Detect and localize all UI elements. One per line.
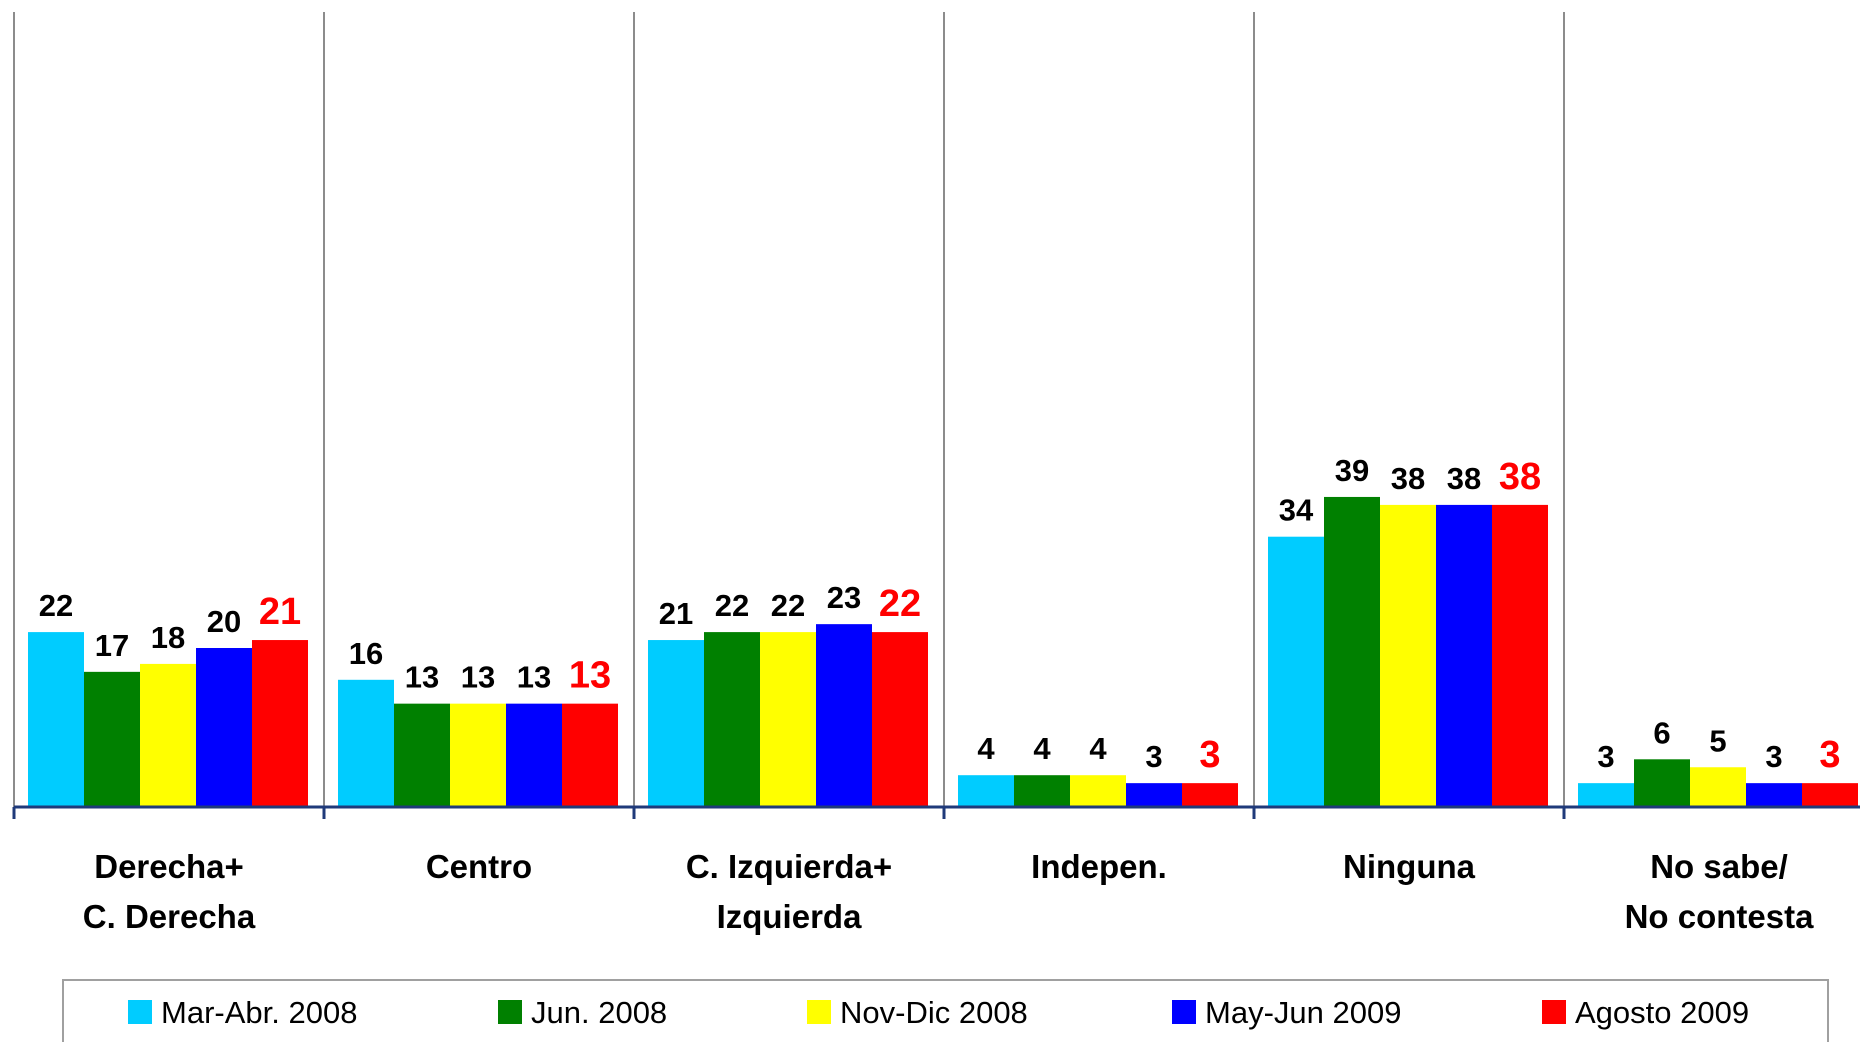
legend-swatch <box>498 1000 522 1024</box>
bar <box>1578 783 1634 807</box>
bar <box>1380 504 1436 807</box>
value-label: 22 <box>39 588 73 623</box>
legend-swatch <box>128 1000 152 1024</box>
legend-swatch <box>1542 1000 1566 1024</box>
value-label: 23 <box>827 580 861 615</box>
value-label: 3 <box>1199 734 1220 776</box>
x-tick-label: Centro <box>426 848 532 885</box>
legend-box <box>62 979 1829 1042</box>
value-label: 21 <box>659 596 693 631</box>
value-label: 39 <box>1335 453 1369 488</box>
bar <box>562 703 618 807</box>
bar <box>28 632 84 807</box>
bar <box>1492 504 1548 807</box>
bar <box>1802 783 1858 807</box>
bar <box>1746 783 1802 807</box>
bar <box>252 640 308 807</box>
value-label: 17 <box>95 628 129 663</box>
value-label: 13 <box>461 660 495 695</box>
bar <box>1324 496 1380 807</box>
bar <box>1436 504 1492 807</box>
bar <box>394 703 450 807</box>
value-label: 5 <box>1709 723 1726 758</box>
legend-label: Agosto 2009 <box>1575 995 1749 1030</box>
value-label: 22 <box>879 583 921 625</box>
value-label: 3 <box>1145 739 1162 774</box>
x-tick-label: C. Derecha <box>83 898 256 935</box>
value-label: 3 <box>1819 734 1840 776</box>
bar <box>506 703 562 807</box>
value-label: 4 <box>1089 731 1107 766</box>
value-label: 20 <box>207 604 241 639</box>
bar <box>1126 783 1182 807</box>
value-label: 3 <box>1765 739 1782 774</box>
value-label: 38 <box>1391 461 1425 496</box>
bar <box>84 671 140 807</box>
bar <box>1268 536 1324 807</box>
legend-label: Jun. 2008 <box>531 995 667 1030</box>
bar <box>1690 767 1746 807</box>
bar <box>1634 759 1690 807</box>
bar <box>760 632 816 807</box>
legend-label: May-Jun 2009 <box>1205 995 1401 1030</box>
legend-label: Nov-Dic 2008 <box>840 995 1028 1030</box>
bar <box>958 775 1014 807</box>
x-tick-label: Indepen. <box>1031 848 1167 885</box>
value-label: 4 <box>977 731 995 766</box>
value-label: 13 <box>517 660 551 695</box>
value-label: 22 <box>715 588 749 623</box>
x-tick-label: No sabe/ <box>1650 848 1788 885</box>
bar <box>1014 775 1070 807</box>
value-label: 38 <box>1447 461 1481 496</box>
value-label: 13 <box>405 660 439 695</box>
bar <box>450 703 506 807</box>
value-label: 16 <box>349 636 383 671</box>
value-label: 21 <box>259 591 301 633</box>
value-label: 38 <box>1499 456 1541 498</box>
legend-label: Mar-Abr. 2008 <box>161 995 357 1030</box>
value-label: 18 <box>151 620 185 655</box>
bar <box>140 663 196 807</box>
legend-swatch <box>1172 1000 1196 1024</box>
x-tick-label: Ninguna <box>1343 848 1476 885</box>
x-tick-label: Izquierda <box>717 898 863 935</box>
bar <box>196 648 252 807</box>
bar <box>1182 783 1238 807</box>
x-tick-label: No contesta <box>1625 898 1815 935</box>
bar <box>704 632 760 807</box>
value-label: 34 <box>1279 493 1314 528</box>
bar <box>1070 775 1126 807</box>
bar <box>872 632 928 807</box>
x-tick-label: C. Izquierda+ <box>686 848 892 885</box>
bar <box>816 624 872 807</box>
value-label: 6 <box>1653 715 1670 750</box>
value-label: 4 <box>1033 731 1051 766</box>
value-label: 13 <box>569 655 611 697</box>
bar <box>338 679 394 807</box>
legend-swatch <box>807 1000 831 1024</box>
bar <box>648 640 704 807</box>
value-label: 3 <box>1597 739 1614 774</box>
x-tick-label: Derecha+ <box>94 848 244 885</box>
value-label: 22 <box>771 588 805 623</box>
